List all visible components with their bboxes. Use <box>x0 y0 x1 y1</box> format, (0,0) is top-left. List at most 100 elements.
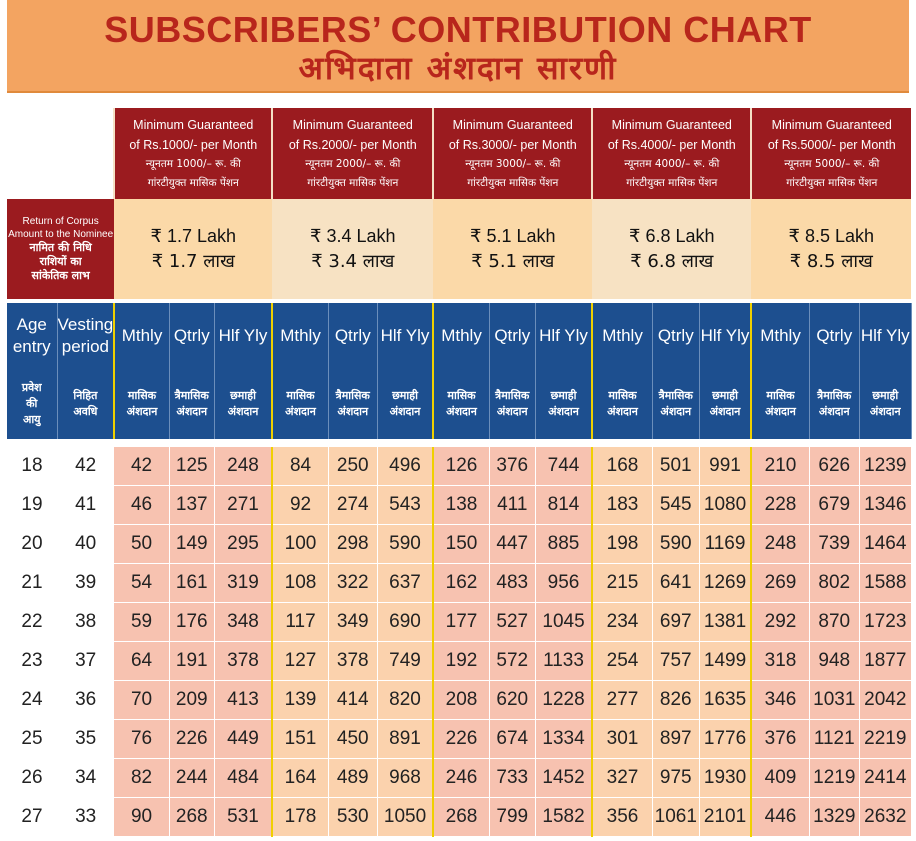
header-mthly-2: Mthly <box>271 303 329 369</box>
contribution-cell: 545 <box>652 485 700 525</box>
contribution-cell: 64 <box>114 641 170 681</box>
contribution-cell: 150 <box>432 524 490 564</box>
vesting-cell: 38 <box>57 602 115 642</box>
pension-header-2000: Minimum Guaranteed of Rs.2000/- per Month… <box>271 108 434 199</box>
contribution-cell: 446 <box>750 797 810 837</box>
header-qtrly-hindi-4: त्रैमासिक अंशदान <box>652 369 700 439</box>
gap <box>7 439 911 447</box>
contribution-cell: 50 <box>114 524 170 564</box>
contribution-cell: 1080 <box>699 485 752 525</box>
contribution-cell: 192 <box>432 641 490 681</box>
contribution-cell: 956 <box>535 563 593 603</box>
age-cell: 23 <box>7 641 57 681</box>
contribution-cell: 1050 <box>377 797 434 837</box>
contribution-cell: 139 <box>271 680 329 720</box>
contribution-cell: 1499 <box>699 641 752 681</box>
header-qtrly-1: Qtrly <box>169 303 215 369</box>
contribution-cell: 54 <box>114 563 170 603</box>
contribution-cell: 318 <box>750 641 810 681</box>
contribution-cell: 968 <box>377 758 434 798</box>
contribution-cell: 348 <box>214 602 273 642</box>
contribution-cell: 447 <box>489 524 536 564</box>
title-english: SUBSCRIBERS’ CONTRIBUTION CHART <box>104 9 812 50</box>
contribution-cell: 76 <box>114 719 170 759</box>
contribution-cell: 271 <box>214 485 273 525</box>
vesting-cell: 35 <box>57 719 115 759</box>
contribution-cell: 1239 <box>859 447 912 486</box>
contribution-cell: 2101 <box>699 797 752 837</box>
header-qtrly-5: Qtrly <box>809 303 860 369</box>
contribution-cell: 177 <box>432 602 490 642</box>
contribution-cell: 739 <box>809 524 860 564</box>
corpus-value-4: ₹ 6.8 Lakh ₹ 6.8 लाख <box>592 199 752 299</box>
contribution-cell: 164 <box>271 758 329 798</box>
contribution-cell: 137 <box>169 485 215 525</box>
age-cell: 19 <box>7 485 57 525</box>
table-row: 26 34 82 244 484 164 489 968 246 733 1452 327 975 193… <box>7 758 912 798</box>
contribution-cell: 697 <box>652 602 700 642</box>
contribution-cell: 637 <box>377 563 434 603</box>
contribution-cell: 100 <box>271 524 329 564</box>
table-row: 18 42 42 125 248 84 250 496 126 376 744 168 501 991 21… <box>7 447 912 486</box>
corpus-value-1: ₹ 1.7 Lakh ₹ 1.7 लाख <box>114 199 273 299</box>
header-mthly-5: Mthly <box>750 303 810 369</box>
vesting-cell: 34 <box>57 758 115 798</box>
contribution-cell: 356 <box>591 797 653 837</box>
header-vesting: Vesting period <box>57 303 115 369</box>
contribution-cell: 210 <box>750 447 810 486</box>
contribution-cell: 1121 <box>809 719 860 759</box>
contribution-cell: 42 <box>114 447 170 486</box>
contribution-cell: 246 <box>432 758 490 798</box>
contribution-cell: 1329 <box>809 797 860 837</box>
contribution-cell: 413 <box>214 680 273 720</box>
contribution-cell: 572 <box>489 641 536 681</box>
contribution-cell: 1635 <box>699 680 752 720</box>
contribution-cell: 1723 <box>859 602 912 642</box>
header-qtrly-4: Qtrly <box>652 303 700 369</box>
pension-header-5000: Minimum Guaranteed of Rs.5000/- per Month… <box>750 108 912 199</box>
contribution-cell: 234 <box>591 602 653 642</box>
blank-corner <box>7 108 114 199</box>
header-hlf-hindi-1: छमाही अंशदान <box>214 369 273 439</box>
contribution-cell: 149 <box>169 524 215 564</box>
header-mthly-hindi-2: मासिक अंशदान <box>271 369 329 439</box>
contribution-cell: 269 <box>750 563 810 603</box>
age-cell: 24 <box>7 680 57 720</box>
header-age: Age entry <box>7 303 58 369</box>
contribution-cell: 84 <box>271 447 329 486</box>
contribution-cell: 108 <box>271 563 329 603</box>
contribution-cell: 1930 <box>699 758 752 798</box>
table-row: 27 33 90 268 531 178 530 1050 268 799 1582 356 1061 2… <box>7 797 912 837</box>
pension-header-4000: Minimum Guaranteed of Rs.4000/- per Month… <box>591 108 752 199</box>
contribution-cell: 70 <box>114 680 170 720</box>
header-hlf-1: Hlf Yly <box>214 303 273 369</box>
vesting-cell: 39 <box>57 563 115 603</box>
header-qtrly-hindi-3: त्रैमासिक अंशदान <box>489 369 536 439</box>
contribution-cell: 1269 <box>699 563 752 603</box>
contribution-cell: 450 <box>328 719 378 759</box>
header-qtrly-hindi-5: त्रैमासिक अंशदान <box>809 369 860 439</box>
pension-header-3000: Minimum Guaranteed of Rs.3000/- per Month… <box>432 108 593 199</box>
contribution-cell: 2632 <box>859 797 912 837</box>
header-hlf-hindi-5: छमाही अंशदान <box>859 369 912 439</box>
contribution-cell: 891 <box>377 719 434 759</box>
contribution-cell: 322 <box>328 563 378 603</box>
contribution-cell: 349 <box>328 602 378 642</box>
contribution-cell: 527 <box>489 602 536 642</box>
vesting-cell: 42 <box>57 447 115 486</box>
contribution-table: Minimum Guaranteed of Rs.1000/- per Month… <box>7 108 912 837</box>
header-qtrly-hindi-1: त्रैमासिक अंशदान <box>169 369 215 439</box>
contribution-cell: 870 <box>809 602 860 642</box>
contribution-cell: 254 <box>591 641 653 681</box>
contribution-cell: 814 <box>535 485 593 525</box>
contribution-cell: 991 <box>699 447 752 486</box>
contribution-cell: 226 <box>432 719 490 759</box>
contribution-cell: 298 <box>328 524 378 564</box>
contribution-cell: 376 <box>489 447 536 486</box>
corpus-value-5: ₹ 8.5 Lakh ₹ 8.5 लाख <box>751 199 912 299</box>
contribution-cell: 1228 <box>535 680 593 720</box>
contribution-cell: 690 <box>377 602 434 642</box>
corpus-value-2: ₹ 3.4 Lakh ₹ 3.4 लाख <box>272 199 434 299</box>
header-age-hindi: प्रवेश की आयु <box>7 369 58 439</box>
contribution-cell: 590 <box>652 524 700 564</box>
